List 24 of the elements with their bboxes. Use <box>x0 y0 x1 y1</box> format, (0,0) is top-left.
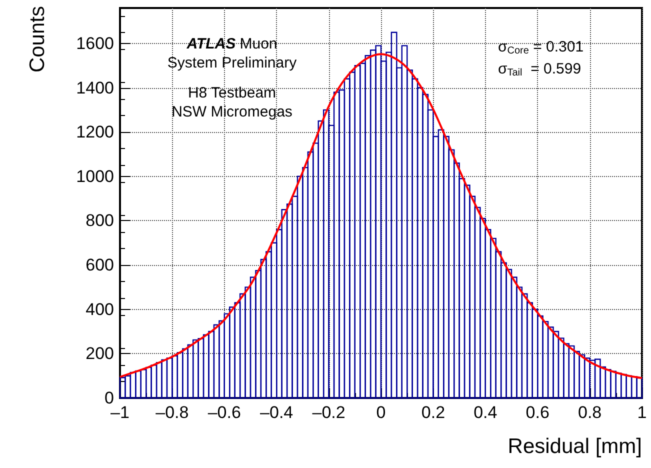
x-tick-label: 0.6 <box>526 403 550 422</box>
y-tick-label: 200 <box>86 344 114 364</box>
y-tick-label: 600 <box>86 256 114 275</box>
y-tick-label: 800 <box>86 211 114 230</box>
annotation: NSW Micromegas <box>172 104 292 120</box>
y-tick-label: 1600 <box>76 34 114 53</box>
y-axis-title: Counts <box>26 6 49 73</box>
x-tick-label: 0.2 <box>421 403 446 422</box>
y-tick-label: 400 <box>86 300 114 319</box>
x-tick-label: 1 <box>637 403 647 422</box>
annotation: H8 Testbeam <box>188 84 276 102</box>
x-tick-label: –0.4 <box>260 403 294 422</box>
annotation: ATLAS Muon <box>186 36 278 52</box>
x-tick-label: –0.6 <box>208 403 241 422</box>
x-tick-label: 0.8 <box>578 403 602 422</box>
y-tick-label: 1200 <box>76 122 114 142</box>
y-tick-label: 1000 <box>76 166 114 186</box>
x-axis-title: Residual [mm] <box>508 435 642 458</box>
x-tick-label: 0.4 <box>474 403 498 422</box>
x-tick-label: –0.8 <box>156 403 189 422</box>
annotation: System Preliminary <box>167 54 298 72</box>
x-tick-label: –0.2 <box>312 403 346 422</box>
x-tick-label: 0 <box>376 403 386 422</box>
y-tick-label: 1400 <box>76 78 114 98</box>
